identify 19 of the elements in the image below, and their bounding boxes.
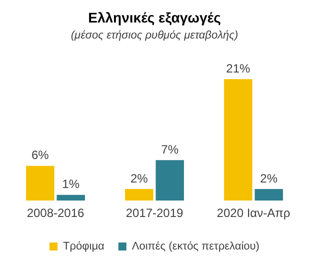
legend-label: Λοιπές (εκτός πετρελαίου) [132, 240, 260, 253]
bar [156, 160, 184, 201]
data-label: 7% [161, 142, 179, 156]
bar [56, 194, 85, 201]
data-label: 2% [260, 171, 278, 186]
bar [254, 189, 283, 201]
bar [125, 189, 154, 201]
x-tick-label: 2017-2019 [126, 206, 184, 220]
data-label: 6% [31, 148, 50, 162]
x-tick-label: 2020 Ιαν-Απρ [216, 206, 290, 220]
x-tick-label: 2008-2016 [26, 206, 85, 220]
bar [224, 79, 252, 201]
bar [26, 166, 54, 201]
chart-subtitle: (μέσος ετήσιος ρυθμός μεταβολής) [70, 29, 238, 42]
legend-label: Τρόφιμα [63, 240, 106, 253]
data-label: 21% [226, 61, 250, 76]
data-label: 2% [130, 171, 148, 186]
data-label: 1% [62, 177, 80, 192]
chart-title: Ελληνικές εξαγωγές [88, 9, 221, 26]
